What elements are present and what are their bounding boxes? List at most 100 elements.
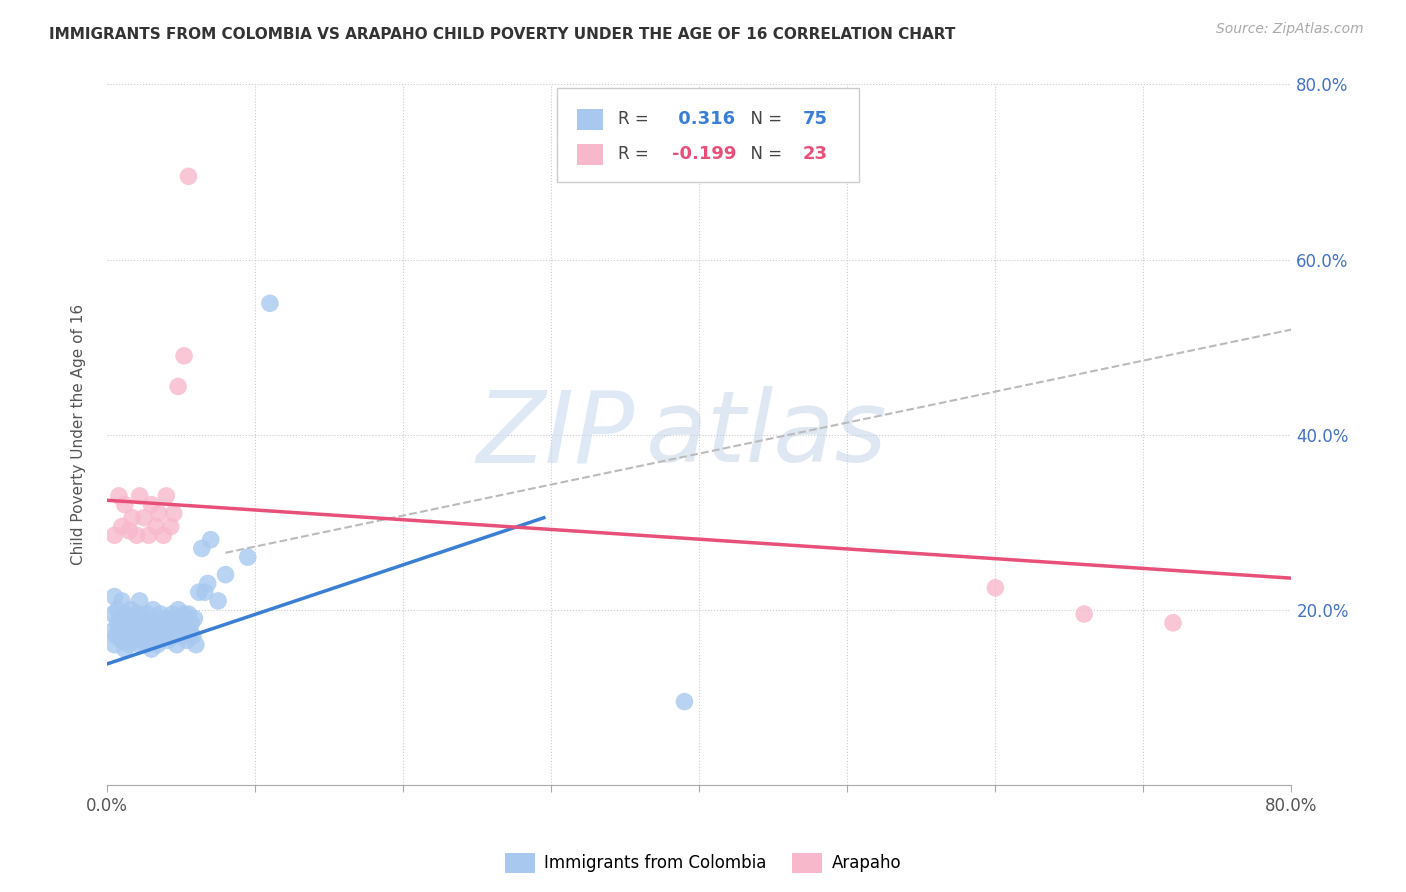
Point (177, 607, 200, 621)
Point (131, 615, 153, 630)
Point (177, 169, 200, 184)
FancyBboxPatch shape (557, 88, 859, 183)
Point (145, 615, 167, 630)
Point (111, 519, 134, 533)
Point (153, 624, 176, 639)
Point (121, 510, 143, 524)
Point (101, 607, 124, 621)
Text: -0.199: -0.199 (672, 145, 737, 163)
Point (173, 607, 195, 621)
Point (142, 602, 165, 616)
Point (118, 638, 141, 652)
Point (155, 611, 177, 625)
Point (103, 528, 125, 542)
Point (163, 507, 186, 521)
Point (207, 594, 229, 608)
Point (103, 590, 125, 604)
Point (121, 624, 143, 639)
Point (114, 642, 136, 657)
Point (141, 498, 163, 512)
Point (117, 629, 139, 643)
Point (1161, 615, 1184, 630)
Point (146, 638, 169, 652)
Text: ZIP: ZIP (475, 386, 634, 483)
Point (115, 607, 138, 621)
Text: 75: 75 (803, 111, 827, 128)
Y-axis label: Child Poverty Under the Age of 16: Child Poverty Under the Age of 16 (72, 304, 86, 566)
Point (138, 528, 160, 542)
Point (127, 607, 149, 621)
Point (156, 633, 179, 648)
Point (673, 695, 696, 709)
Point (122, 611, 145, 625)
FancyBboxPatch shape (578, 144, 603, 165)
Point (152, 528, 174, 542)
Point (111, 594, 134, 608)
Point (120, 602, 142, 616)
Point (166, 638, 188, 652)
Point (125, 624, 148, 639)
Point (160, 607, 183, 621)
Point (148, 624, 170, 639)
Point (194, 585, 217, 599)
Point (122, 633, 145, 648)
Point (107, 615, 129, 630)
Point (100, 624, 122, 639)
Text: 23: 23 (803, 145, 827, 163)
Point (118, 615, 141, 630)
Point (167, 379, 190, 393)
Point (112, 620, 135, 634)
FancyBboxPatch shape (578, 109, 603, 130)
Point (183, 611, 205, 625)
Point (136, 607, 159, 621)
Point (141, 624, 163, 639)
Point (236, 550, 259, 565)
Point (149, 607, 172, 621)
Point (157, 620, 180, 634)
Point (184, 638, 207, 652)
Point (108, 624, 131, 639)
Point (187, 585, 209, 599)
Point (138, 629, 160, 643)
Text: atlas: atlas (645, 386, 887, 483)
Text: N =: N = (740, 145, 787, 163)
Point (173, 349, 195, 363)
Point (110, 611, 132, 625)
Text: R =: R = (617, 145, 654, 163)
Point (139, 615, 162, 630)
Point (170, 615, 193, 630)
Point (104, 629, 127, 643)
Point (159, 519, 181, 533)
Point (128, 594, 150, 608)
Point (108, 489, 131, 503)
Point (200, 533, 222, 547)
Point (103, 638, 125, 652)
Point (259, 296, 281, 310)
Point (181, 629, 204, 643)
Point (179, 624, 201, 639)
Point (150, 629, 173, 643)
Point (159, 624, 181, 639)
Legend: Immigrants from Colombia, Arapaho: Immigrants from Colombia, Arapaho (498, 847, 908, 880)
Text: IMMIGRANTS FROM COLOMBIA VS ARAPAHO CHILD POVERTY UNDER THE AGE OF 16 CORRELATIO: IMMIGRANTS FROM COLOMBIA VS ARAPAHO CHIL… (49, 27, 956, 42)
Point (163, 629, 186, 643)
Point (180, 615, 202, 630)
Point (155, 489, 177, 503)
Point (118, 524, 141, 538)
Point (172, 629, 194, 643)
Point (132, 624, 155, 639)
Point (191, 541, 214, 556)
Point (167, 602, 190, 616)
Point (141, 642, 163, 657)
Text: Source: ZipAtlas.com: Source: ZipAtlas.com (1216, 22, 1364, 37)
Text: 0.316: 0.316 (672, 111, 735, 128)
Point (124, 620, 146, 634)
Point (165, 615, 187, 630)
Point (197, 576, 219, 591)
Point (111, 633, 134, 648)
Point (148, 507, 170, 521)
Text: R =: R = (617, 111, 654, 128)
Point (114, 498, 136, 512)
Point (145, 519, 167, 533)
Point (214, 567, 236, 582)
